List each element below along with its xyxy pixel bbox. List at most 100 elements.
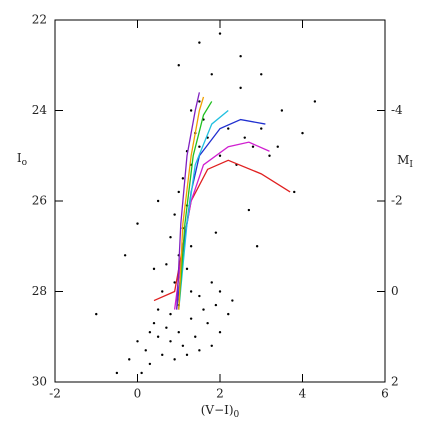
star-point xyxy=(156,199,160,203)
star-point xyxy=(148,331,152,334)
y-tick-label: 28 xyxy=(32,284,47,298)
x-label-main: (V−I) xyxy=(201,403,234,417)
star-point xyxy=(255,245,259,248)
star-point xyxy=(169,340,172,343)
x-axis-label: (V−I)0 xyxy=(201,403,240,420)
y-tick-label: 22 xyxy=(32,13,47,27)
star-point xyxy=(231,299,234,302)
star-point xyxy=(169,312,172,316)
y-tick-label: 26 xyxy=(32,194,47,208)
x-tick-label: 2 xyxy=(216,387,224,401)
star-point xyxy=(251,145,255,148)
star-point xyxy=(136,340,139,343)
star-point xyxy=(227,312,230,316)
x-tick-label: 4 xyxy=(299,387,307,401)
y-label-main: I xyxy=(17,151,22,165)
y-label-sub: o xyxy=(22,158,27,168)
star-point xyxy=(214,231,218,234)
star-point xyxy=(173,358,176,361)
star-point xyxy=(169,236,172,239)
star-point xyxy=(165,326,168,329)
star-point xyxy=(243,136,246,139)
star-point xyxy=(177,64,180,67)
star-point xyxy=(206,321,209,325)
star-point xyxy=(276,145,279,148)
star-point xyxy=(210,344,213,347)
star-point xyxy=(128,358,131,361)
star-point xyxy=(181,344,185,347)
star-point xyxy=(210,281,213,284)
star-point xyxy=(198,100,201,103)
y2-tick-label: -2 xyxy=(391,194,403,208)
star-point xyxy=(161,353,164,357)
x-tick-label: -2 xyxy=(49,387,61,401)
isochrone xyxy=(176,92,201,310)
star-point xyxy=(210,73,213,76)
y2-tick-label: 2 xyxy=(391,375,399,389)
y2-label-main: M xyxy=(397,153,409,167)
isochrone xyxy=(178,109,229,310)
star-point xyxy=(280,109,284,112)
isochrone xyxy=(176,118,266,310)
y-tick-label: 30 xyxy=(32,375,47,389)
y2-tick-label: -4 xyxy=(391,103,403,117)
star-point xyxy=(313,100,317,103)
star-point xyxy=(189,245,193,248)
y2-label-sub: I xyxy=(409,160,413,170)
star-point xyxy=(189,109,193,112)
x-label-sub: 0 xyxy=(234,410,240,420)
star-point xyxy=(260,73,263,76)
star-point xyxy=(165,263,168,266)
star-point xyxy=(198,145,201,148)
star-point xyxy=(218,290,222,293)
star-point xyxy=(218,154,222,157)
star-point xyxy=(148,362,152,366)
star-point xyxy=(136,222,139,225)
star-point xyxy=(239,86,242,90)
y2-axis-label: MI xyxy=(397,153,413,170)
star-point xyxy=(181,177,185,180)
star-point xyxy=(161,290,164,293)
star-point xyxy=(198,41,201,44)
x-tick-label: 0 xyxy=(134,387,142,401)
star-point xyxy=(293,190,296,194)
star-point xyxy=(152,267,156,271)
y-axis-label: Io xyxy=(17,151,27,168)
star-point xyxy=(115,371,119,375)
star-point xyxy=(202,308,205,311)
star-point xyxy=(198,294,201,298)
isochrone xyxy=(173,141,270,310)
star-point xyxy=(218,331,222,334)
star-point xyxy=(123,254,127,257)
star-point xyxy=(227,127,230,130)
x-tick-label: 6 xyxy=(381,387,389,401)
plot-frame xyxy=(54,19,386,383)
star-point xyxy=(218,32,222,35)
star-point xyxy=(260,127,263,130)
star-point xyxy=(177,190,180,194)
y2-tick-label: 0 xyxy=(391,284,399,298)
star-point xyxy=(156,335,160,338)
isochrone xyxy=(178,96,205,310)
star-point xyxy=(185,267,189,271)
star-point xyxy=(301,131,304,135)
star-point xyxy=(189,317,193,320)
star-point xyxy=(173,213,176,216)
star-point xyxy=(198,349,201,352)
isochrone xyxy=(153,159,291,302)
star-point xyxy=(185,353,189,357)
star-point xyxy=(194,335,197,338)
star-point xyxy=(95,312,98,316)
star-point xyxy=(177,331,180,334)
star-point xyxy=(268,154,271,157)
star-point xyxy=(239,55,242,58)
star-point xyxy=(189,290,193,293)
star-point xyxy=(247,208,251,212)
isochrone xyxy=(178,101,213,310)
star-point xyxy=(156,308,160,311)
star-point xyxy=(144,349,147,352)
y-tick-label: 24 xyxy=(32,103,48,117)
star-point xyxy=(140,371,143,375)
star-point xyxy=(173,281,176,284)
